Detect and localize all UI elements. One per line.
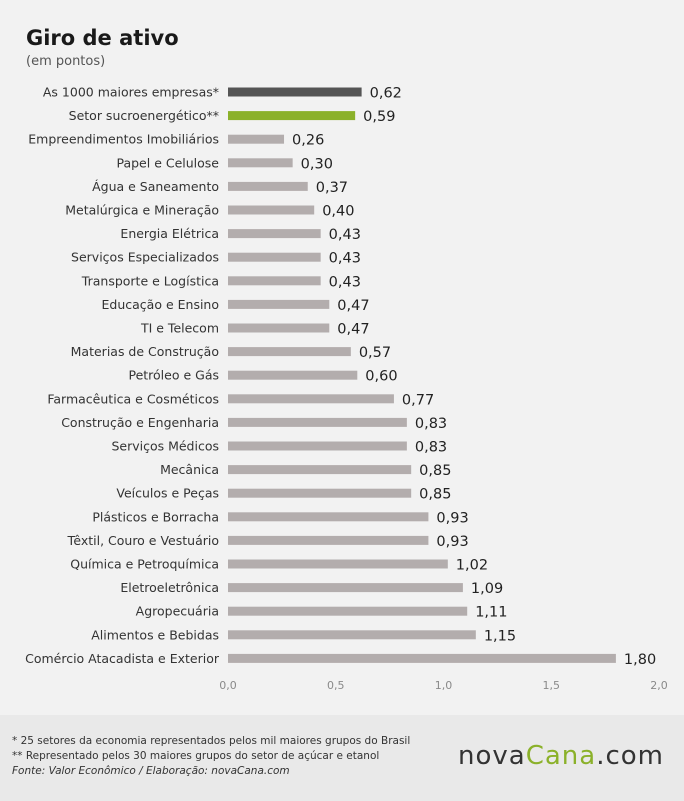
logo-text-nova: nova [457,741,526,771]
category-label: Materias de Construção [71,344,219,359]
category-label: Plásticos e Borracha [92,509,219,524]
bar [228,535,429,545]
bar [228,158,293,168]
chart-title: Giro de ativo [26,26,179,50]
bar [228,229,321,239]
category-label: Água e Saneamento [92,179,219,194]
category-label: Serviços Especializados [71,250,219,265]
value-label: 0,26 [292,133,324,149]
value-label: 0,85 [419,463,451,479]
x-tick-label: 0,5 [327,679,345,692]
category-label: Comércio Atacadista e Exterior [25,651,220,666]
value-label: 0,83 [415,440,447,456]
value-label: 1,11 [475,605,507,621]
bar [228,394,394,404]
bar [228,134,285,144]
bar [228,276,321,286]
bar [228,417,407,427]
value-label: 0,85 [419,487,451,503]
x-tick-label: 1,0 [435,679,453,692]
value-label: 0,47 [337,322,369,338]
bar [228,441,407,451]
value-label: 0,43 [329,227,361,243]
bar [228,87,362,97]
category-label: Papel e Celulose [116,155,219,170]
bar [228,252,321,262]
bar [228,181,308,191]
x-tick-label: 1,5 [543,679,561,692]
footnote-1: * 25 setores da economia representados p… [12,735,411,747]
category-label: Energia Elétrica [120,226,219,241]
bar [228,299,330,309]
value-label: 0,60 [365,369,397,385]
x-tick-label: 2,0 [650,679,668,692]
category-label: Metalúrgica e Mineração [65,203,219,218]
value-label: 0,57 [359,345,391,361]
logo-text-com: .com [596,741,664,771]
category-label: Agropecuária [136,604,219,619]
category-label: Serviços Médicos [111,439,219,454]
bar [228,111,356,121]
category-label: Petróleo e Gás [128,368,219,383]
category-label: Educação e Ensino [102,297,219,312]
bar [228,559,448,569]
bar [228,465,412,475]
category-label: Farmacêutica e Cosméticos [47,391,219,406]
novacana-logo: novaCana.com [458,741,664,771]
footer: * 25 setores da economia representados p… [0,715,684,801]
x-tick-label: 0,0 [219,679,237,692]
value-label: 0,43 [329,251,361,267]
category-label: As 1000 maiores empresas* [43,85,219,100]
value-label: 0,93 [436,534,468,550]
value-label: 0,59 [363,109,395,125]
bar [228,323,330,333]
bar [228,512,429,522]
category-label: Eletroeletrônica [120,580,219,595]
bar [228,630,476,640]
category-label: Transporte e Logística [81,273,219,288]
value-label: 0,93 [436,510,468,526]
bar [228,347,351,357]
category-label: Construção e Engenharia [61,415,219,430]
bar [228,583,463,593]
value-label: 0,37 [316,180,348,196]
value-label: 1,09 [471,581,503,597]
bar [228,488,412,498]
value-label: 0,77 [402,392,434,408]
footnote-2: ** Representado pelos 30 maiores grupos … [12,750,380,762]
bar [228,370,358,380]
bar [228,606,468,616]
value-label: 0,30 [301,156,333,172]
bar [228,205,315,215]
bar-chart: As 1000 maiores empresas* 0,62 Setor sucro… [25,85,668,693]
value-label: 0,40 [322,204,354,220]
value-label: 0,43 [329,274,361,290]
value-label: 1,80 [624,652,656,668]
category-label: Alimentos e Bebidas [91,627,219,642]
category-label: Química e Petroquímica [70,557,219,572]
chart-card: Giro de ativo (em pontos) As 1000 maiore… [0,0,684,715]
value-label: 0,47 [337,298,369,314]
bar [228,653,616,663]
chart-subtitle: (em pontos) [26,54,106,69]
value-label: 0,62 [370,86,402,102]
logo-text-cana: Cana [525,741,597,771]
source-note: Fonte: Valor Econômico / Elaboração: nov… [12,765,290,777]
category-label: Veículos e Peças [116,486,219,501]
category-label: Setor sucroenergético** [69,108,219,123]
value-label: 1,15 [484,628,516,644]
category-label: Mecânica [160,462,219,477]
category-label: Empreendimentos Imobiliários [28,132,219,147]
category-label: TI e Telecom [140,321,219,336]
value-label: 0,83 [415,416,447,432]
category-label: Têxtil, Couro e Vestuário [66,533,219,548]
value-label: 1,02 [456,558,488,574]
